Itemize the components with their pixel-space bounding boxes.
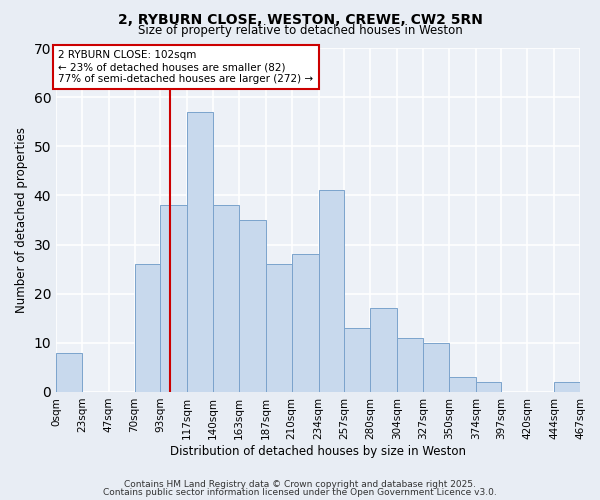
Y-axis label: Number of detached properties: Number of detached properties <box>15 127 28 313</box>
Text: Size of property relative to detached houses in Weston: Size of property relative to detached ho… <box>137 24 463 37</box>
Bar <box>319 190 344 392</box>
Bar <box>449 377 476 392</box>
Bar <box>292 254 319 392</box>
Bar <box>397 338 423 392</box>
Bar <box>56 352 82 392</box>
Bar <box>344 328 370 392</box>
Bar <box>476 382 502 392</box>
Text: Contains public sector information licensed under the Open Government Licence v3: Contains public sector information licen… <box>103 488 497 497</box>
Text: 2, RYBURN CLOSE, WESTON, CREWE, CW2 5RN: 2, RYBURN CLOSE, WESTON, CREWE, CW2 5RN <box>118 12 482 26</box>
Bar <box>187 112 213 392</box>
Bar <box>370 308 397 392</box>
Bar <box>423 343 449 392</box>
Text: Contains HM Land Registry data © Crown copyright and database right 2025.: Contains HM Land Registry data © Crown c… <box>124 480 476 489</box>
Bar <box>239 220 266 392</box>
Bar <box>160 205 187 392</box>
Bar <box>266 264 292 392</box>
Bar <box>554 382 580 392</box>
Bar <box>213 205 239 392</box>
X-axis label: Distribution of detached houses by size in Weston: Distribution of detached houses by size … <box>170 444 466 458</box>
Bar <box>134 264 160 392</box>
Text: 2 RYBURN CLOSE: 102sqm
← 23% of detached houses are smaller (82)
77% of semi-det: 2 RYBURN CLOSE: 102sqm ← 23% of detached… <box>58 50 313 84</box>
